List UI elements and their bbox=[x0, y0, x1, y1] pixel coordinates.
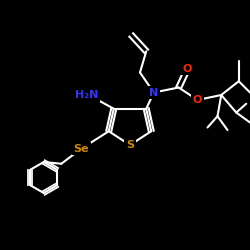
Text: S: S bbox=[126, 140, 134, 150]
Text: O: O bbox=[193, 95, 202, 105]
Text: H₂N: H₂N bbox=[74, 90, 98, 100]
Text: O: O bbox=[183, 64, 192, 74]
Text: N: N bbox=[149, 88, 158, 98]
Text: Se: Se bbox=[74, 144, 89, 154]
